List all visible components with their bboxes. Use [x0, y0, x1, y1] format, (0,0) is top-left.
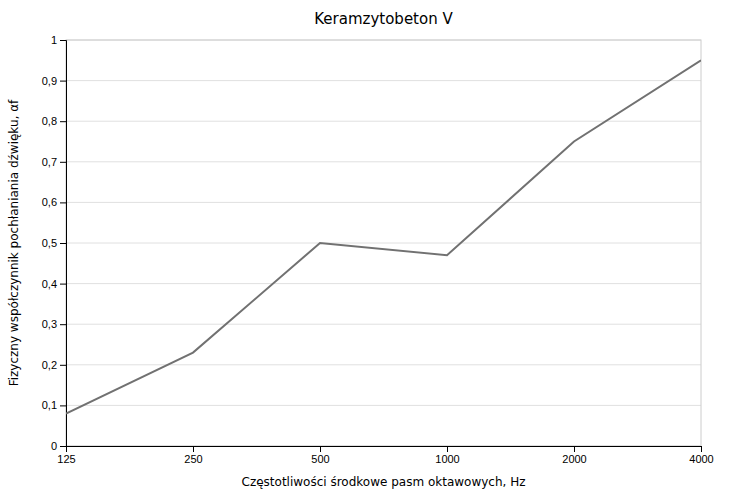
x-axis-title: Częstotliwości środkowe pasm oktawowych,…: [242, 475, 526, 489]
plot-frame: [66, 40, 701, 446]
y-tick-mark: [60, 81, 66, 82]
x-tick: 500: [311, 446, 329, 465]
x-tick-mark: [447, 446, 448, 452]
y-tick-label: 0,6: [42, 196, 57, 208]
y-tick-mark: [60, 202, 66, 203]
y-tick: 0,9: [42, 75, 66, 87]
axis-line: [67, 447, 702, 453]
plot: 125 250 500 1000 2000 4000 0 0,1 0,2 0,3 0,4 0,5 0,6…: [42, 34, 714, 465]
y-axis: 0 0,1 0,2 0,3 0,4 0,5 0,6 0,7 0,8 0,9 1: [42, 34, 67, 452]
y-tick-label: 0,5: [42, 237, 57, 249]
y-tick-mark: [60, 284, 66, 285]
grid: [66, 40, 701, 446]
x-tick-label: 125: [57, 453, 75, 465]
y-tick: 0,1: [42, 399, 66, 411]
y-tick: 0,5: [42, 237, 66, 249]
y-tick-label: 0,8: [42, 115, 57, 127]
chart: 125 250 500 1000 2000 4000 0 0,1 0,2 0,3 0,4 0,5 0,6…: [0, 0, 731, 498]
grid-line: [66, 405, 701, 406]
y-tick-label: 0,4: [42, 278, 57, 290]
y-tick-mark: [60, 243, 66, 244]
axis-line: [60, 41, 67, 447]
y-tick-label: 0: [51, 440, 57, 452]
y-tick-label: 0,2: [42, 359, 57, 371]
x-tick: 125: [57, 446, 75, 465]
y-tick-mark: [60, 121, 66, 122]
y-axis-title: Fizyczny współczynnik pochłaniania dźwię…: [7, 99, 21, 386]
y-tick: 0,7: [42, 156, 66, 168]
y-tick-mark: [60, 162, 66, 163]
grid-line: [66, 161, 701, 162]
y-tick-mark: [60, 365, 66, 366]
x-tick: 4000: [689, 446, 713, 465]
y-tick-mark: [60, 324, 66, 325]
y-tick-mark: [60, 405, 66, 406]
x-tick: 250: [184, 446, 202, 465]
y-tick: 0,3: [42, 318, 66, 330]
y-tick-label: 0,3: [42, 318, 57, 330]
y-tick-label: 0,1: [42, 399, 57, 411]
x-tick-label: 2000: [562, 453, 586, 465]
marks: [66, 60, 701, 413]
x-tick-mark: [193, 446, 194, 452]
x-tick-label: 1000: [435, 453, 459, 465]
y-tick-mark: [60, 446, 66, 447]
title: Keramzytobeton V: [314, 10, 453, 28]
data-line: [66, 60, 701, 413]
x-tick: 1000: [435, 446, 459, 465]
x-tick: 2000: [562, 446, 586, 465]
y-tick-mark: [60, 40, 66, 41]
y-tick-label: 0,9: [42, 75, 57, 87]
y-tick-label: 1: [51, 34, 57, 46]
grid-line: [66, 324, 701, 325]
grid-line: [66, 80, 701, 81]
x-tick-label: 4000: [689, 453, 713, 465]
x-axis: 125 250 500 1000 2000 4000: [57, 446, 713, 465]
x-tick-mark: [320, 446, 321, 452]
x-tick-label: 500: [311, 453, 329, 465]
y-tick: 0,8: [42, 115, 66, 127]
grid-line: [66, 364, 701, 365]
x-tick-mark: [701, 446, 702, 452]
y-tick: 1: [51, 34, 66, 46]
y-tick: 0,6: [42, 196, 66, 208]
y-tick-label: 0,7: [42, 156, 57, 168]
grid-line: [66, 243, 701, 244]
y-tick: 0,4: [42, 278, 66, 290]
y-tick: 0,2: [42, 359, 66, 371]
x-tick-mark: [574, 446, 575, 452]
y-tick: 0: [51, 440, 66, 452]
grid-line: [66, 202, 701, 203]
x-tick-label: 250: [184, 453, 202, 465]
grid-line: [66, 283, 701, 284]
